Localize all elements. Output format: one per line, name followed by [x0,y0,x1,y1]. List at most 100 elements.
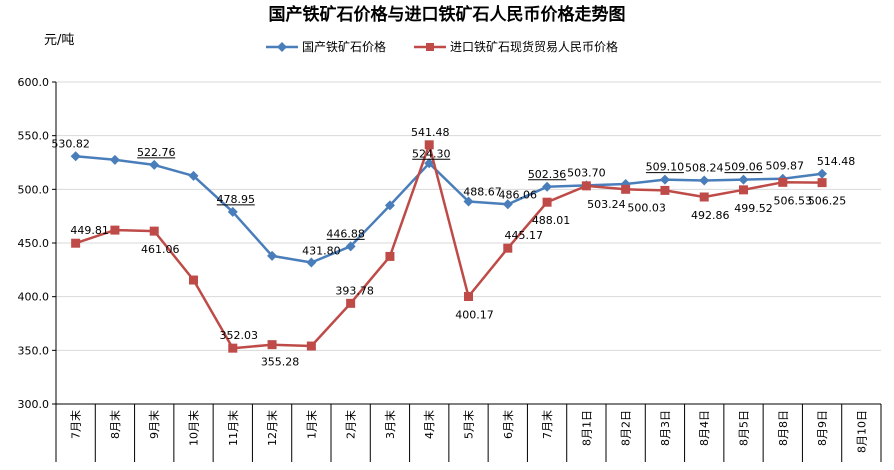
legend: 国产铁矿石价格 进口铁矿石现货贸易人民币价格 [266,39,618,54]
data-point-import [228,343,238,353]
data-point-domestic [463,196,474,207]
legend-marker-import [426,43,434,51]
data-point-domestic [149,159,160,170]
data-label-domestic: 509.06 [724,161,763,174]
data-point-domestic [502,199,513,210]
x-tick-label: 6月末 [501,410,515,439]
data-label-domestic: 524.30 [412,147,451,160]
data-label-import: 488.01 [532,214,571,227]
x-tick-label: 8月5日 [738,410,751,446]
legend-label-domestic: 国产铁矿石价格 [302,39,386,54]
data-point-domestic [659,174,670,185]
x-tick-label: 8月3日 [659,410,672,446]
data-label-import: 449.81 [70,224,109,237]
data-label-import: 461.06 [141,243,180,256]
y-tick-label: 500.0 [18,183,50,196]
data-point-import [110,225,120,235]
x-tick-labels: 7月末 8月末 9月末 10月末 11月末 12月末 1月末 2月末 3月末 4月末 5月末 6月末 7… [69,410,869,453]
data-label-domestic: 478.95 [217,193,256,206]
x-tick-label: 8月末 [108,410,122,439]
data-label-domestic: 431.80 [302,245,341,258]
data-point-import [267,340,277,350]
x-tick-label: 10月末 [187,410,201,446]
data-point-domestic [267,250,278,261]
data-point-domestic [738,174,749,185]
data-point-import [306,341,316,351]
x-tick-label: 7月末 [540,410,554,439]
data-point-domestic [227,206,238,217]
data-label-domestic: 509.10 [646,161,685,174]
x-tick-label: 11月末 [226,410,240,446]
data-point-import [581,181,591,191]
gridlines [56,81,881,351]
data-point-import [621,184,631,194]
data-labels: 530.82 522.76 478.95 431.80 446.88 524.30 488.… [51,126,855,369]
x-tick-label: 8月9日 [816,410,829,446]
data-label-import: 445.17 [505,229,544,242]
x-tick-label: 8月1日 [580,410,593,446]
data-point-import [149,226,159,236]
data-label-domestic: 508.24 [685,161,724,174]
data-point-domestic [109,154,120,165]
x-tick-label: 1月末 [304,410,318,439]
data-label-import: 541.48 [411,126,450,139]
x-tick-label: 7月末 [69,410,83,439]
data-point-import [189,275,198,285]
data-point-import [817,178,827,188]
data-label-import: 499.52 [734,202,773,215]
x-tick-label: 2月末 [344,410,358,439]
chart-title: 国产铁矿石价格与进口铁矿石人民币价格走势图 [269,4,626,25]
data-label-domestic: 509.87 [766,160,805,173]
data-label-import: 352.03 [220,329,259,342]
x-tick-label: 5月末 [462,410,476,439]
y-tick-label: 550.0 [18,130,50,143]
data-point-domestic [817,168,828,179]
data-point-domestic [70,151,81,162]
y-tick-label: 300.0 [18,398,50,411]
data-label-import: 492.86 [691,209,730,222]
x-tick-label: 4月末 [422,410,436,439]
data-label-domestic: 502.36 [528,168,567,181]
data-label-import: 500.03 [627,201,666,214]
data-point-import [699,192,709,202]
data-label-domestic: 522.76 [137,146,176,159]
data-label-import: 503.24 [587,198,626,211]
x-tick-label: 8月8日 [777,410,790,446]
data-point-domestic [424,158,435,169]
y-tick-label: 450.0 [18,237,50,250]
y-tick-label: 400.0 [18,291,50,304]
x-tick-label: 8月4日 [698,410,711,446]
data-label-domestic: 446.88 [326,227,365,240]
legend-label-import: 进口铁矿石现货贸易人民币价格 [450,39,618,54]
data-label-domestic: 486.06 [499,188,538,201]
data-point-import [739,185,748,195]
y-axis-unit-label: 元/吨 [44,33,74,48]
data-point-import [71,238,81,248]
x-tick-label: 8月10日 [855,410,868,453]
data-label-import: 506.25 [808,195,847,208]
x-tick-label: 9月末 [147,410,161,439]
x-tick-label: 8月2日 [620,410,633,446]
y-tick-label: 350.0 [18,344,50,357]
y-tick-label: 600.0 [18,76,50,89]
data-label-domestic: 514.48 [817,155,856,168]
data-point-domestic [699,175,710,186]
data-point-domestic [542,181,553,192]
data-point-import [778,177,788,187]
axes [52,81,882,462]
x-tick-label: 12月末 [265,410,279,446]
data-label-import: 393.78 [335,284,374,297]
data-point-domestic [384,200,395,211]
data-label-domestic: 530.82 [51,137,90,150]
data-label-import: 506.53 [774,194,813,207]
data-point-domestic [345,241,356,252]
data-point-import [503,243,513,253]
series-line-domestic [75,155,823,264]
data-label-domestic: 503.70 [567,166,606,179]
series [70,140,828,353]
data-label-domestic: 488.67 [463,185,502,198]
series-line-import [75,143,823,350]
legend-marker-domestic [277,42,287,52]
data-point-domestic [188,170,199,181]
